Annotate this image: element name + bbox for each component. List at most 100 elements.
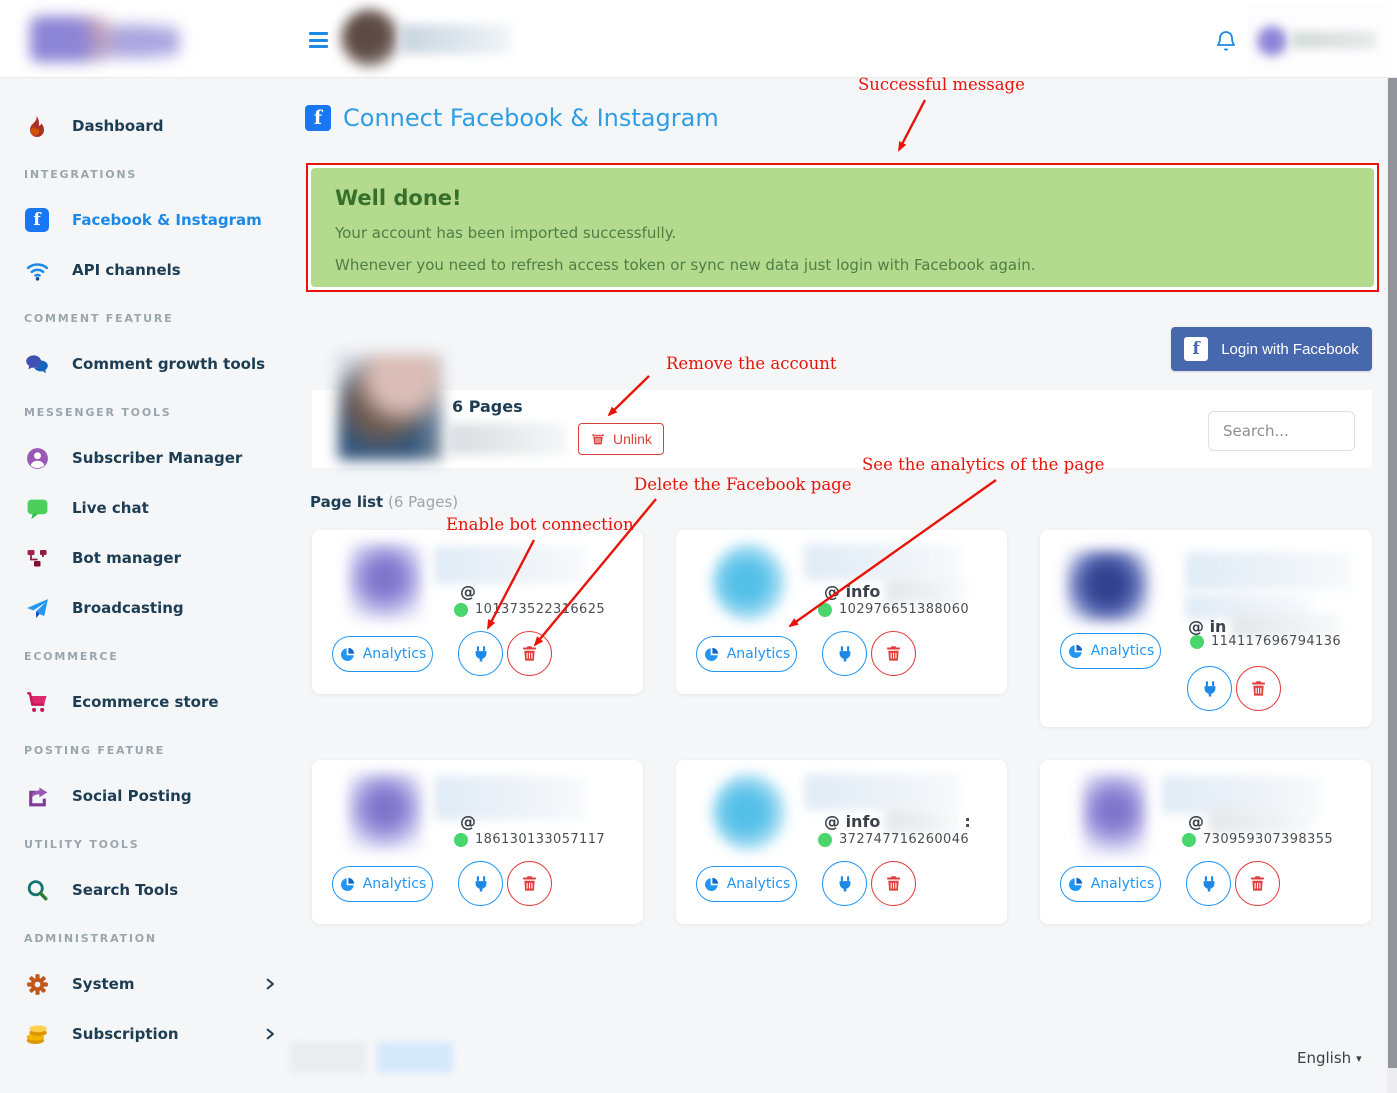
analytics-button[interactable]: Analytics	[1060, 633, 1161, 669]
sidebar-item-label: Subscriber Manager	[72, 449, 243, 467]
page-status-row: 372747716260046	[818, 832, 969, 847]
sidebar-section-utility-tools: UTILITY TOOLS	[24, 838, 140, 851]
delete-page-button[interactable]	[507, 631, 552, 676]
status-dot	[1190, 634, 1204, 649]
sidebar-item-system[interactable]: System	[0, 959, 291, 1009]
alert-line: Your account has been imported successfu…	[335, 224, 677, 242]
account-profile-photo-blurred	[338, 354, 442, 460]
handle-blurred	[885, 808, 960, 834]
coins-icon	[24, 1021, 50, 1047]
sidebar-item-bot-manager[interactable]: Bot manager	[0, 533, 291, 583]
sidebar-item-search-tools[interactable]: Search Tools	[0, 865, 291, 915]
page-card: @ in 114117696794136 Analytics	[1040, 530, 1372, 727]
sidebar-section-administration: ADMINISTRATION	[24, 932, 157, 945]
sidebar-section-posting-feature: POSTING FEATURE	[24, 744, 166, 757]
bot-connection-button[interactable]	[1187, 666, 1232, 711]
sidebar-item-label: API channels	[72, 261, 181, 279]
page-card: @ info 102976651388060 Analytics	[676, 530, 1007, 694]
sidebar-item-label: Comment growth tools	[72, 355, 266, 373]
trash-icon	[887, 646, 900, 661]
connected-account-chip[interactable]	[338, 6, 518, 72]
analytics-button[interactable]: Analytics	[1060, 866, 1161, 902]
login-with-facebook-button[interactable]: f Login with Facebook	[1171, 327, 1372, 371]
page-status-row: 186130133057117	[454, 832, 605, 847]
blurred-button[interactable]	[290, 1042, 366, 1073]
page-name-blurred	[434, 776, 586, 820]
sidebar-item-facebook-instagram[interactable]: f Facebook & Instagram	[0, 195, 291, 245]
sidebar-item-social-posting[interactable]: Social Posting	[0, 771, 291, 821]
sidebar-item-label: Subscription	[72, 1025, 179, 1043]
avatar	[341, 9, 399, 67]
sidebar-item-subscription[interactable]: Subscription	[0, 1009, 291, 1059]
wifi-icon	[24, 257, 50, 283]
sidebar-item-label: Social Posting	[72, 787, 192, 805]
user-name-blurred	[1292, 31, 1376, 49]
trash-icon	[1252, 681, 1265, 696]
scrollbar-thumb[interactable]	[1387, 28, 1397, 1068]
sidebar-section-integrations: INTEGRATIONS	[24, 168, 138, 181]
alert-line: Whenever you need to refresh access toke…	[335, 256, 1036, 274]
delete-page-button[interactable]	[507, 861, 552, 906]
analytics-button[interactable]: Analytics	[332, 636, 433, 672]
sidebar-item-comment-growth-tools[interactable]: Comment growth tools	[0, 339, 291, 389]
delete-page-button[interactable]	[1236, 666, 1281, 711]
pie-chart-icon	[1068, 644, 1082, 658]
bot-connection-button[interactable]	[458, 631, 503, 676]
annotation-highlight-box: Well done! Your account has been importe…	[306, 163, 1379, 292]
analytics-button[interactable]: Analytics	[696, 636, 797, 672]
chat-bubble-icon	[24, 495, 50, 521]
sidebar-item-ecommerce-store[interactable]: Ecommerce store	[0, 677, 291, 727]
page-handle: @	[460, 581, 476, 601]
annotation-delete-page: Delete the Facebook page	[634, 475, 852, 494]
bot-connection-button[interactable]	[458, 861, 503, 906]
bot-connection-button[interactable]	[822, 631, 867, 676]
page-id: 186130133057117	[475, 832, 606, 847]
blurred-button[interactable]	[377, 1042, 453, 1073]
gear-icon	[24, 971, 50, 997]
plug-icon	[839, 875, 850, 891]
page-handle: @ info:	[824, 808, 971, 834]
page-status-row: 101373522316625	[454, 602, 605, 617]
annotation-see-analytics: See the analytics of the page	[862, 455, 1105, 474]
flame-icon	[24, 113, 50, 139]
page-card: @ 186130133057117 Analytics	[312, 760, 643, 924]
sidebar-item-api-channels[interactable]: API channels	[0, 245, 291, 295]
language-dropdown[interactable]: English ▾	[1297, 1049, 1362, 1067]
notifications-bell-icon[interactable]	[1213, 29, 1239, 55]
page-card: @ 101373522316625 Analytics	[312, 530, 643, 694]
page-avatar-blurred	[712, 543, 786, 621]
user-profile-menu[interactable]	[1248, 5, 1391, 73]
annotation-successful-message: Successful message	[858, 75, 1025, 94]
status-dot	[818, 602, 832, 617]
plug-icon	[1203, 875, 1214, 891]
page-handle: @ in	[1188, 613, 1340, 639]
analytics-button[interactable]: Analytics	[696, 866, 797, 902]
sidebar-item-dashboard[interactable]: Dashboard	[0, 101, 291, 151]
sidebar-item-label: Search Tools	[72, 881, 179, 899]
analytics-button[interactable]: Analytics	[332, 866, 433, 902]
delete-page-button[interactable]	[871, 631, 916, 676]
sidebar-item-broadcasting[interactable]: Broadcasting	[0, 583, 291, 633]
cart-icon	[24, 689, 50, 715]
hamburger-menu-icon[interactable]	[309, 32, 328, 48]
sidebar-section-comment-feature: COMMENT FEATURE	[24, 312, 174, 325]
delete-page-button[interactable]	[871, 861, 916, 906]
page-handle: @ info	[824, 578, 966, 604]
bot-connection-button[interactable]	[822, 861, 867, 906]
app-logo[interactable]	[22, 10, 190, 68]
sidebar-item-label: Facebook & Instagram	[72, 211, 262, 229]
delete-page-button[interactable]	[1235, 861, 1280, 906]
sidebar-item-label: Broadcasting	[72, 599, 184, 617]
page-id: 372747716260046	[839, 832, 970, 847]
scrollbar[interactable]	[1387, 0, 1397, 1093]
page-id: 101373522316625	[475, 602, 606, 617]
unlink-account-button[interactable]: Unlink	[578, 423, 664, 455]
page-title: f Connect Facebook & Instagram	[305, 104, 719, 132]
facebook-icon: f	[1184, 337, 1209, 361]
success-alert: Well done! Your account has been importe…	[311, 168, 1374, 287]
bot-connection-button[interactable]	[1186, 861, 1231, 906]
sidebar-item-subscriber-manager[interactable]: Subscriber Manager	[0, 433, 291, 483]
search-input[interactable]	[1208, 411, 1355, 451]
sidebar-item-live-chat[interactable]: Live chat	[0, 483, 291, 533]
handle-blurred	[1209, 808, 1313, 834]
